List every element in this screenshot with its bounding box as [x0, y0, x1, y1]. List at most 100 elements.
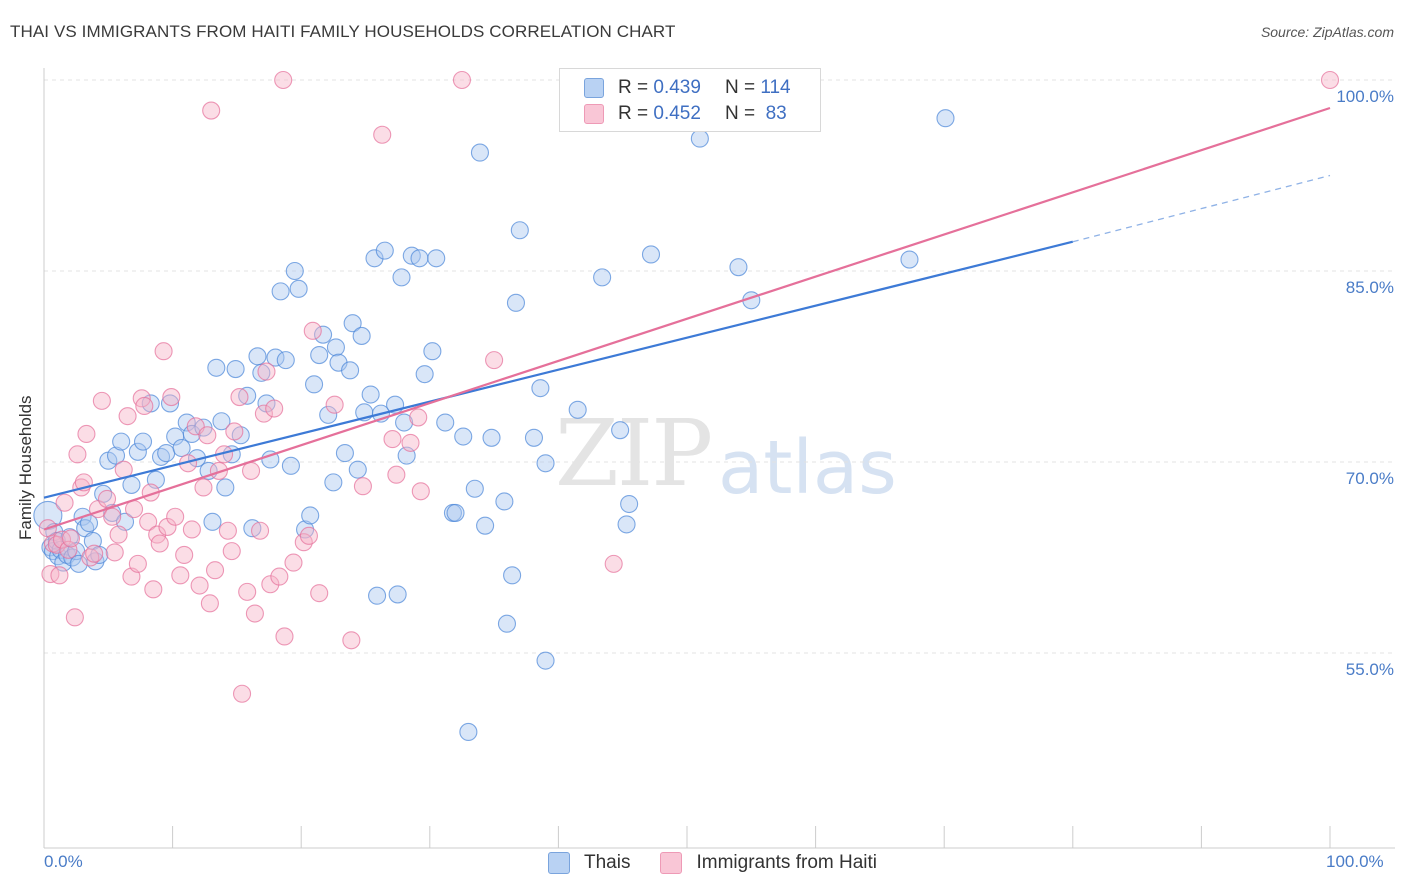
haiti-point [485, 351, 504, 370]
thai-point [177, 413, 196, 432]
pink-swatch-icon [660, 852, 683, 874]
haiti-point [299, 526, 318, 545]
thai-point [172, 438, 191, 458]
thai-point [900, 250, 919, 269]
haiti-point [182, 520, 201, 539]
haiti-point [1320, 70, 1340, 90]
n-value: 114 [760, 77, 791, 98]
thai-point [611, 421, 630, 440]
thai-point [495, 492, 514, 511]
stats-legend-row-haiti: R = 0.452 N = 83 [584, 102, 787, 126]
haiti-point [250, 521, 270, 540]
haiti-point [105, 543, 124, 562]
thai-point [482, 428, 501, 447]
thai-point [620, 494, 639, 514]
thai-point [341, 361, 360, 380]
y-tick-label: 55.0% [1345, 660, 1394, 679]
haiti-point [401, 433, 420, 452]
haiti-point [604, 554, 623, 573]
thai-point [392, 268, 411, 287]
haiti-point [171, 566, 190, 585]
haiti-point [284, 553, 303, 572]
haiti-point [175, 545, 194, 565]
thai-point [410, 249, 429, 268]
stats-legend-row-thais: R = 0.439 N = 114 [584, 76, 791, 100]
haiti-point [232, 684, 252, 703]
thai-point [261, 450, 280, 469]
thai-point [729, 258, 748, 277]
haiti-point [194, 478, 213, 497]
haiti-point [50, 566, 69, 585]
thai-point [510, 221, 529, 240]
n-label: N = [724, 77, 756, 98]
thai-point [248, 347, 267, 366]
haiti-point [275, 627, 294, 646]
watermark-atlas: atlas [718, 425, 897, 511]
thai-point [281, 456, 300, 475]
r-value: 0.452 [653, 103, 701, 124]
thai-point [476, 516, 495, 535]
haiti-point [124, 500, 144, 519]
x-tick-label-max: 100.0% [1326, 852, 1384, 871]
n-label: N = [724, 103, 756, 124]
haiti-point [59, 540, 78, 559]
x-tick-label-min: 0.0% [44, 852, 83, 871]
stats-legend: R = 0.439 N = 114 R = 0.452 N = 83 [559, 68, 821, 132]
haiti-point [52, 530, 72, 549]
thai-point [459, 722, 478, 741]
haiti-point [310, 584, 329, 603]
source-label: Source: ZipAtlas.com [1260, 24, 1394, 40]
thai-point [335, 444, 354, 463]
n-value: 83 [765, 103, 787, 124]
thai-point [122, 475, 141, 494]
haiti-point [68, 445, 87, 464]
legend-item-thais: Thais [548, 852, 630, 874]
haiti-point [238, 582, 257, 601]
thai-point [276, 351, 295, 370]
thai-point [203, 512, 222, 531]
thai-point [536, 651, 555, 670]
haiti-point [166, 507, 185, 526]
haiti-point [411, 482, 430, 501]
haiti-point [254, 404, 273, 423]
haiti-point [109, 525, 128, 544]
thai-point [497, 614, 517, 633]
thai-point [319, 405, 338, 424]
r-label: R = [618, 103, 649, 124]
y-tick-label: 85.0% [1345, 278, 1394, 297]
haiti-point [41, 565, 60, 584]
thai-point [506, 293, 526, 312]
haiti-point [225, 422, 244, 441]
haiti-point [245, 604, 264, 623]
thai-point [112, 432, 131, 451]
haiti-point [198, 426, 217, 445]
blue-swatch-icon [584, 78, 604, 98]
haiti-point [383, 430, 402, 449]
haiti-point [303, 321, 322, 340]
thai-point [324, 473, 343, 492]
haiti-point [200, 594, 219, 613]
thai-point [160, 394, 180, 413]
haiti-point [154, 342, 173, 361]
haiti-point [222, 542, 241, 561]
haiti-point [55, 493, 74, 512]
legend-item-haiti: Immigrants from Haiti [660, 852, 877, 874]
y-tick-label: 100.0% [1336, 87, 1394, 106]
haiti-point [139, 512, 158, 531]
thai-point [207, 358, 226, 377]
thai-point [285, 261, 304, 281]
haiti-point [61, 529, 81, 548]
thai-point [301, 506, 320, 525]
thai-point [641, 245, 661, 264]
thai-point [503, 566, 522, 585]
thai-point [352, 326, 371, 345]
haiti-point [209, 461, 228, 480]
thai-point [524, 428, 544, 447]
thai-point [133, 432, 153, 451]
thai-point [454, 427, 473, 446]
thai-point [106, 446, 126, 465]
thai-point [157, 444, 176, 463]
chart-title: THAI VS IMMIGRANTS FROM HAITI FAMILY HOU… [10, 22, 676, 41]
thai-point [436, 413, 455, 432]
haiti-point [92, 391, 111, 410]
